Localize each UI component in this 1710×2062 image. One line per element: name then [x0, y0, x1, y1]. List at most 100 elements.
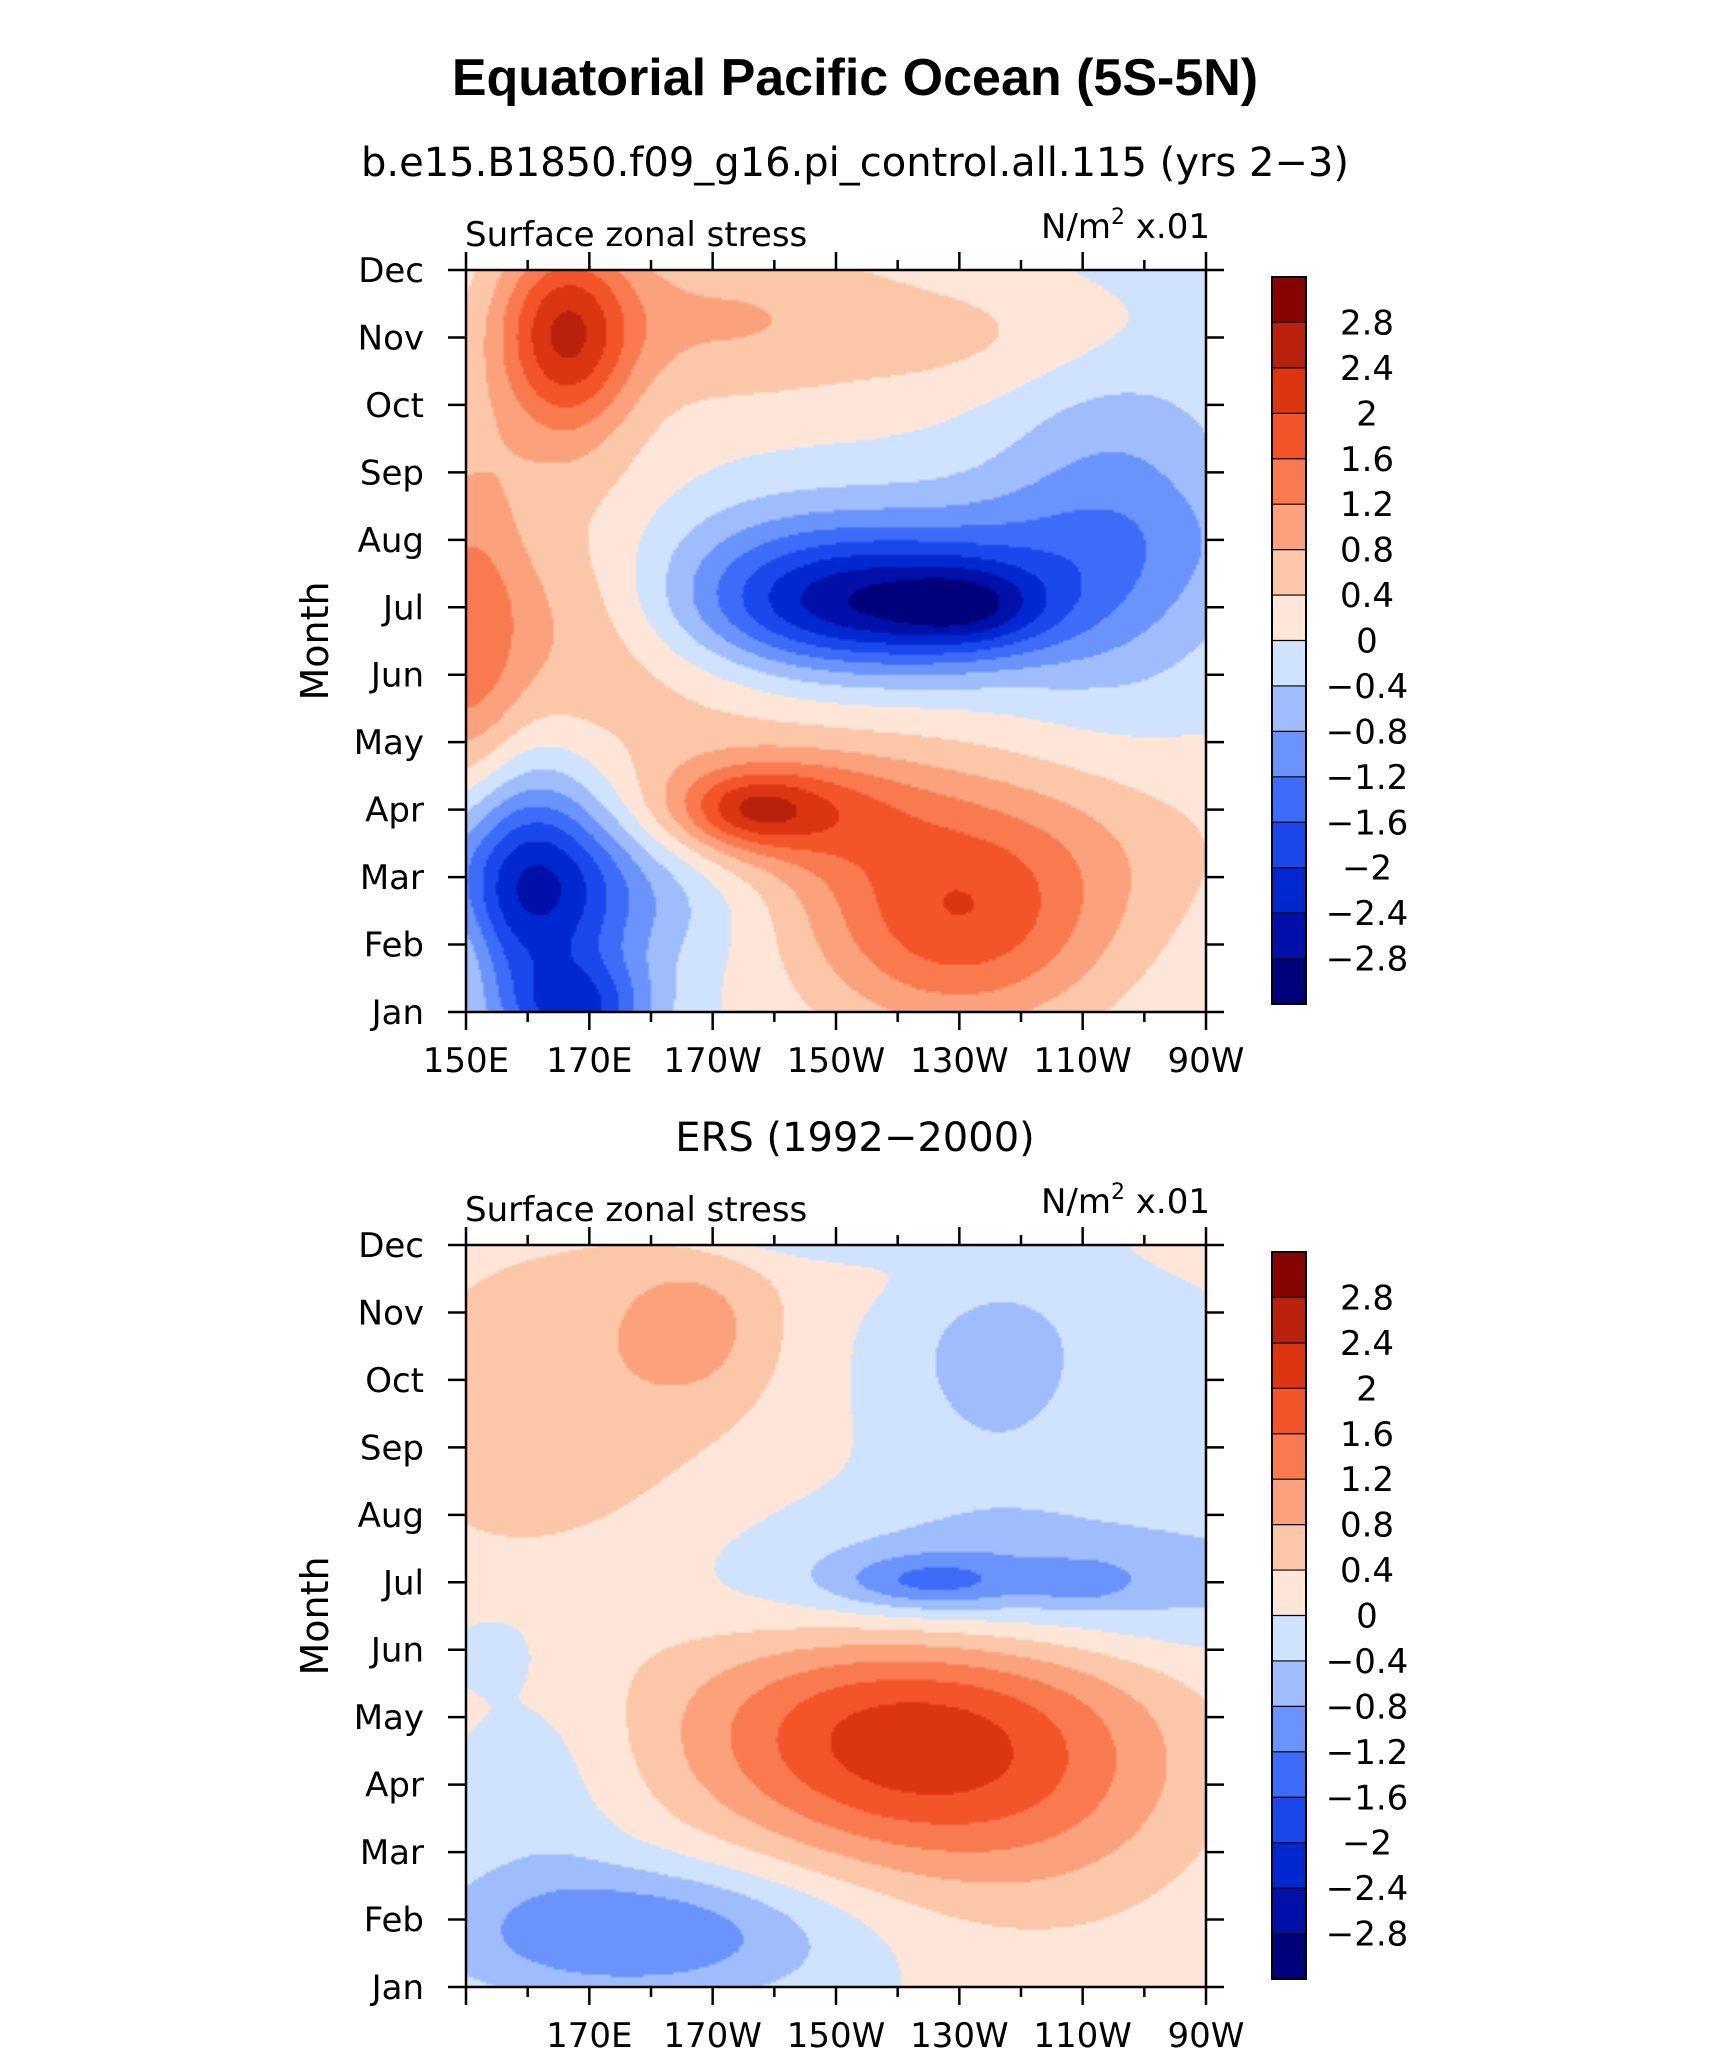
colorbar-label: −2.4	[1326, 1869, 1409, 1909]
colorbar-label: 2	[1356, 394, 1378, 434]
colorbar-label: −2.8	[1326, 940, 1409, 980]
x-tick-label: 170E	[546, 2016, 632, 2056]
colorbar-label: 1.6	[1340, 440, 1394, 480]
panel-subtitle: ERS (1992−2000)	[675, 1115, 1035, 1161]
colorbar-swatch	[1272, 731, 1306, 778]
colorbar-label: 2.4	[1340, 349, 1394, 389]
units-label: N/m2 x.01	[1041, 1180, 1210, 1222]
units-exponent: 2	[1111, 1180, 1125, 1205]
x-tick-label: 150W	[787, 1041, 886, 1081]
units-base: N/m	[1041, 1182, 1111, 1222]
colorbar-swatch	[1272, 1751, 1306, 1798]
panel-model: b.e15.B1850.f09_g16.pi_control.all.115 (…	[293, 140, 1408, 1081]
y-tick-label: Dec	[358, 251, 424, 291]
colorbar-swatch	[1272, 776, 1306, 823]
colorbar-label: −2.4	[1326, 894, 1409, 934]
units-suffix: x.01	[1125, 1182, 1210, 1222]
colorbar-label: 0.8	[1340, 1506, 1394, 1546]
y-tick-label: Sep	[360, 453, 424, 493]
colorbar-label: 2.8	[1340, 303, 1394, 343]
colorbar-swatch	[1272, 413, 1306, 460]
units-suffix: x.01	[1125, 207, 1210, 247]
x-tick-label: 130W	[910, 2016, 1009, 2056]
y-tick-label: Jan	[370, 993, 424, 1033]
y-tick-label: Jul	[381, 588, 424, 628]
colorbar-swatch	[1272, 367, 1306, 414]
colorbar-swatch	[1272, 822, 1306, 869]
panel-observations: ERS (1992−2000) Surface zonal stress N/m…	[293, 1115, 1408, 2056]
colorbar-swatch	[1272, 913, 1306, 960]
y-tick-label: Dec	[358, 1226, 424, 1266]
colorbar-swatch	[1272, 1706, 1306, 1753]
x-tick-label: 170W	[663, 1041, 762, 1081]
y-tick-label: Jun	[369, 1631, 424, 1671]
y-tick-label: May	[354, 1698, 424, 1738]
y-tick-label: Nov	[358, 1293, 424, 1333]
colorbar: 2.8 2.4 2 1.6 1.2 0.8 0.4 0 −0.4 −0.8 −1.2 −1.6 −2 −2…	[1271, 1251, 1409, 1980]
colorbar-label: −0.8	[1326, 1687, 1409, 1727]
figure-title: Equatorial Pacific Ocean (5S-5N)	[452, 49, 1258, 107]
colorbar-swatch	[1272, 1388, 1306, 1435]
y-tick-label: Nov	[358, 318, 424, 358]
y-tick-label: May	[354, 723, 424, 763]
y-tick-label: Jun	[369, 656, 424, 696]
colorbar-label: 0.4	[1340, 1551, 1394, 1591]
x-tick-label: 90W	[1168, 2016, 1245, 2056]
colorbar-swatch	[1272, 1252, 1306, 1298]
colorbar-label: 0	[1356, 622, 1378, 662]
x-tick-label: 90W	[1168, 1041, 1245, 1081]
y-axis-label: Month	[293, 1556, 337, 1675]
colorbar-label: −2	[1342, 849, 1392, 889]
x-tick-label: 110W	[1033, 1041, 1132, 1081]
y-tick-label: Oct	[365, 1361, 424, 1401]
units-exponent: 2	[1111, 205, 1125, 230]
variable-label: Surface zonal stress	[465, 1190, 807, 1230]
colorbar-swatch	[1272, 1433, 1306, 1480]
colorbar-swatch	[1272, 640, 1306, 687]
colorbar-swatch	[1272, 1342, 1306, 1389]
colorbar-swatch	[1272, 549, 1306, 596]
y-tick-label: Feb	[364, 1901, 424, 1941]
colorbar-label: 0.8	[1340, 531, 1394, 571]
colorbar-label: 2.4	[1340, 1324, 1394, 1364]
x-tick-label: 110W	[1033, 2016, 1132, 2056]
y-tick-label: Sep	[360, 1428, 424, 1468]
y-tick-label: Jan	[370, 1968, 424, 2008]
contour-field	[466, 1245, 1206, 1987]
panel-subtitle: b.e15.B1850.f09_g16.pi_control.all.115 (…	[361, 140, 1349, 186]
colorbar-label: 0	[1356, 1597, 1378, 1637]
colorbar-label: 2	[1356, 1369, 1378, 1409]
colorbar-label: −0.4	[1326, 1642, 1409, 1682]
colorbar-swatch	[1272, 504, 1306, 551]
x-tick-label: 170E	[546, 1041, 632, 1081]
variable-label: Surface zonal stress	[465, 215, 807, 255]
units-label: N/m2 x.01	[1041, 205, 1210, 247]
colorbar-label: 0.4	[1340, 576, 1394, 616]
colorbar-swatch	[1272, 1660, 1306, 1707]
colorbar-swatch	[1272, 1888, 1306, 1935]
colorbar-swatch	[1272, 1297, 1306, 1344]
colorbar: 2.8 2.4 2 1.6 1.2 0.8 0.4 0 −0.4 −0.8 −1.2 −1.6 −2 −2…	[1271, 276, 1409, 1005]
y-tick-label: Feb	[364, 926, 424, 966]
colorbar-swatch	[1272, 1570, 1306, 1616]
y-tick-label: Oct	[365, 386, 424, 426]
colorbar-swatch	[1272, 595, 1306, 641]
colorbar-label: 1.2	[1340, 1460, 1394, 1500]
colorbar-swatch	[1272, 685, 1306, 732]
colorbar-label: 1.2	[1340, 485, 1394, 525]
y-tick-label: Apr	[365, 791, 424, 831]
colorbar-label: 1.6	[1340, 1415, 1394, 1455]
colorbar-swatch	[1272, 1842, 1306, 1889]
y-tick-label: Aug	[358, 1496, 424, 1536]
colorbar-swatch	[1272, 322, 1306, 369]
y-tick-label: Mar	[360, 858, 424, 898]
y-tick-label: Jul	[381, 1563, 424, 1603]
colorbar-label: −1.6	[1326, 1778, 1409, 1818]
colorbar-label: −1.6	[1326, 803, 1409, 843]
colorbar-swatch	[1272, 1615, 1306, 1662]
y-tick-label: Aug	[358, 521, 424, 561]
colorbar-swatch	[1272, 1933, 1306, 1980]
colorbar-swatch	[1272, 458, 1306, 505]
colorbar-label: 2.8	[1340, 1278, 1394, 1318]
